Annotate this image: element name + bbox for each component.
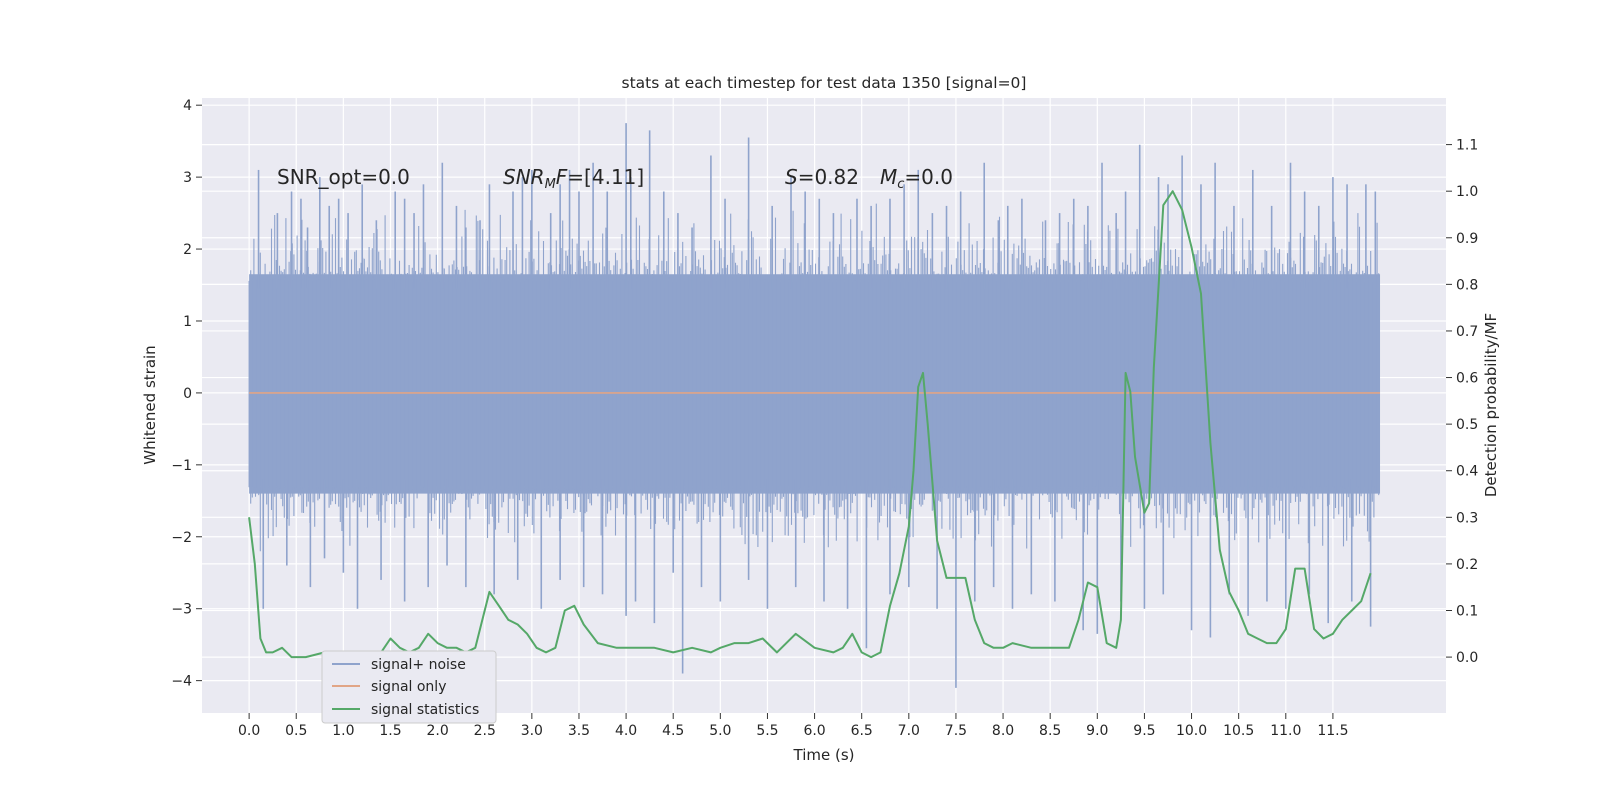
- snr-mf-subscript: M: [545, 177, 556, 192]
- x-tick-label: 6.5: [851, 723, 873, 739]
- annotation-snr-opt: SNR_opt=0.0: [277, 165, 410, 189]
- y2-tick-label: 0.1: [1456, 604, 1478, 620]
- y2-tick-label: 0.0: [1456, 650, 1478, 666]
- y-tick-label: −3: [171, 602, 192, 618]
- y2-tick-label: 0.7: [1456, 324, 1478, 340]
- legend-label-stats: signal statistics: [371, 702, 479, 718]
- x-tick-label: 3.0: [521, 723, 543, 739]
- y-tick-label: 3: [183, 170, 192, 186]
- x-tick-label: 5.5: [756, 723, 778, 739]
- y2-tick-label: 0.6: [1456, 371, 1478, 387]
- x-tick-label: 10.0: [1176, 723, 1207, 739]
- y-tick-label: −4: [171, 674, 192, 690]
- y-axis-label: Whitened strain: [141, 345, 159, 464]
- s-value: =0.82: [798, 165, 859, 189]
- x-tick-label: 11.5: [1317, 723, 1348, 739]
- annotation-snr-mf: SNRMF=[4.11]: [503, 165, 644, 192]
- x-tick-label: 6.0: [803, 723, 825, 739]
- chart-title: stats at each timestep for test data 135…: [622, 74, 1027, 92]
- x-tick-label: 1.5: [379, 723, 401, 739]
- legend-label-noise: signal+ noise: [371, 657, 466, 673]
- y-tick-label: 2: [183, 242, 192, 258]
- x-tick-label: 2.0: [426, 723, 448, 739]
- y-tick-label: 1: [183, 314, 192, 330]
- x-tick-label: 9.0: [1086, 723, 1108, 739]
- y-tick-label: 0: [183, 386, 192, 402]
- legend: signal+ noise signal only signal statist…: [321, 650, 497, 724]
- y-tick-label: 4: [183, 98, 192, 114]
- snr-mf-symbol: SNR: [503, 165, 545, 189]
- y-tick-label: −2: [171, 530, 192, 546]
- x-tick-label: 7.5: [945, 723, 967, 739]
- y2-tick-label: 0.3: [1456, 510, 1478, 526]
- y-tick-label: −1: [171, 458, 192, 474]
- series-signal-noise: [248, 123, 1381, 688]
- x-tick-label: 10.5: [1223, 723, 1254, 739]
- x-tick-label: 0.5: [285, 723, 307, 739]
- x-tick-label: 2.5: [474, 723, 496, 739]
- x-tick-label: 4.5: [662, 723, 684, 739]
- annotation-mc: Mc=0.0: [880, 165, 953, 192]
- snr-mf-value: =[4.11]: [567, 165, 644, 189]
- y2-tick-label: 0.4: [1456, 464, 1478, 480]
- x-tick-label: 5.0: [709, 723, 731, 739]
- y2-tick-label: 0.2: [1456, 557, 1478, 573]
- y2-tick-label: 0.8: [1456, 277, 1478, 293]
- mc-subscript: c: [897, 177, 904, 192]
- x-tick-label: 8.0: [992, 723, 1014, 739]
- axis-ticks: 0.0 0.5 1.0 1.5 2.0 2.5 3.0 3.5 4.0 4.5 5.0 5.5 6.0 6…: [171, 98, 1478, 739]
- x-tick-label: 3.5: [568, 723, 590, 739]
- snr-mf-f: F: [556, 165, 568, 189]
- y2-tick-label: 1.0: [1456, 184, 1478, 200]
- y2-tick-label: 1.1: [1456, 138, 1478, 154]
- x-tick-label: 1.0: [332, 723, 354, 739]
- legend-label-signal: signal only: [371, 679, 446, 695]
- annotation-s: S=0.82: [785, 165, 859, 189]
- x-tick-label: 8.5: [1039, 723, 1061, 739]
- y2-tick-label: 0.5: [1456, 417, 1478, 433]
- x-tick-label: 0.0: [238, 723, 260, 739]
- mc-value: =0.0: [904, 165, 953, 189]
- legend-box: [321, 650, 497, 724]
- s-symbol: S: [785, 165, 798, 189]
- series-signal-statistics: [248, 190, 1372, 659]
- y2-tick-label: 0.9: [1456, 231, 1478, 247]
- y2-axis-label: Detection probability/MF: [1482, 313, 1500, 497]
- mc-symbol: M: [880, 165, 897, 189]
- x-tick-label: 4.0: [615, 723, 637, 739]
- x-axis-label: Time (s): [793, 746, 855, 764]
- x-tick-label: 11.0: [1270, 723, 1301, 739]
- x-tick-label: 7.0: [898, 723, 920, 739]
- x-tick-label: 9.5: [1133, 723, 1155, 739]
- signal-statistics-line: [248, 190, 1372, 659]
